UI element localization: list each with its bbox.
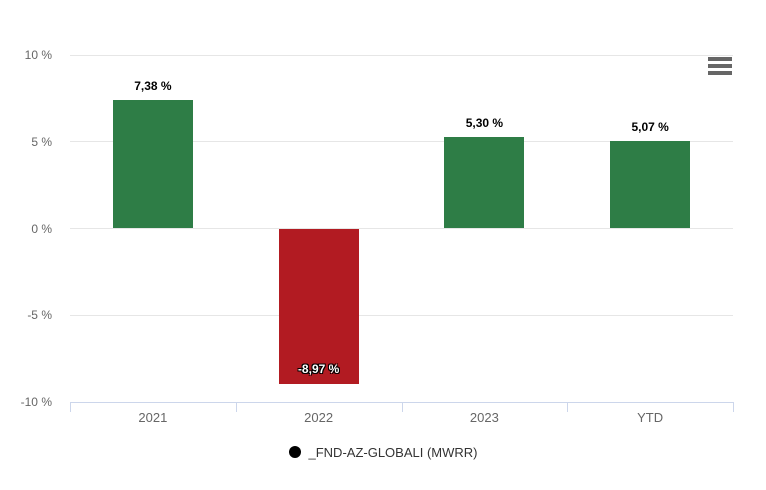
x-axis-tick (401, 402, 403, 412)
y-axis-label: -5 % (27, 308, 52, 323)
data-label-YTD: 5,07 % (631, 119, 669, 134)
bar-YTD[interactable] (610, 140, 691, 229)
menu-bar-line (708, 71, 732, 75)
legend-item[interactable]: _FND-AZ-GLOBALI (MWRR) (0, 442, 766, 462)
x-axis-tick (733, 402, 734, 412)
x-axis-tick (235, 402, 237, 412)
y-axis-label: -10 % (20, 395, 52, 409)
y-axis-label: 10 % (24, 48, 52, 62)
x-axis-tick (567, 402, 569, 412)
data-label-2022: -8,97 % (297, 362, 340, 377)
y-axis-label: 0 % (31, 221, 52, 236)
bar-2021[interactable] (112, 100, 193, 229)
legend-label: _FND-AZ-GLOBALI (MWRR) (308, 444, 478, 460)
hamburger-menu-icon[interactable] (707, 56, 733, 76)
x-axis-label-2021: 2021 (138, 410, 168, 425)
bar-2022[interactable] (278, 228, 359, 385)
legend-marker-icon (288, 446, 301, 458)
gridline-5 (70, 141, 733, 143)
bar-2023[interactable] (444, 136, 525, 229)
y-axis-label: 5 % (31, 134, 52, 149)
data-label-2023: 5,30 % (465, 115, 504, 130)
x-axis-label-2022: 2022 (304, 410, 334, 425)
gridline--5 (70, 314, 733, 316)
menu-bar-line (708, 64, 732, 68)
data-label-2021: 7,38 % (134, 79, 172, 94)
x-axis-label-2023: 2023 (469, 410, 499, 425)
gridline-10 (70, 54, 733, 56)
x-axis-label-YTD: YTD (637, 410, 664, 425)
x-axis-tick (70, 402, 71, 412)
gridline-0 (70, 228, 733, 229)
menu-bar-line (708, 57, 732, 61)
